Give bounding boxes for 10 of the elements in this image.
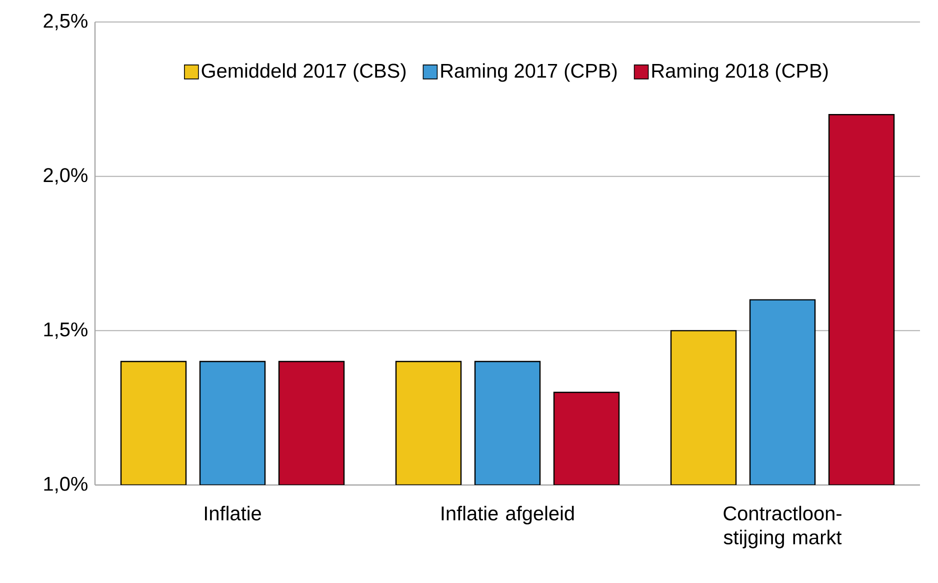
legend-label: Gemiddeld 2017 (CBS) xyxy=(202,63,406,82)
y-tick-label: 2,5% xyxy=(44,14,88,30)
y-tick-label: 1,0% xyxy=(44,476,88,494)
x-tick-label: Contractloon-stijging markt xyxy=(724,506,842,548)
legend-label: Raming 2018 (CPB) xyxy=(652,63,828,82)
x-tick-label: Inflatie afgeleid xyxy=(442,506,574,524)
x-tick-label: Inflatie xyxy=(204,506,261,520)
y-tick-label: 2,0% xyxy=(44,168,88,185)
y-tick-label: 1,5% xyxy=(44,322,88,339)
legend-label: Raming 2017 (CPB) xyxy=(441,63,617,82)
